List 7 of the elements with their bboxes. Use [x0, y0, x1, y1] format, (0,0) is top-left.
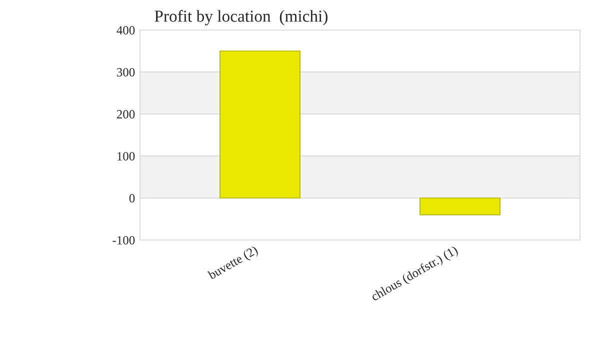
y-tick-label: 400: [116, 26, 135, 34]
y-tick-label: 100: [117, 152, 135, 160]
y-tick-label: 300: [116, 68, 135, 76]
y-tick-label: 200: [116, 110, 135, 118]
y-tick-label: 0: [129, 194, 135, 202]
chart-title: Profit by location (michi): [154, 10, 328, 26]
y-tick-label: -100: [112, 236, 135, 244]
